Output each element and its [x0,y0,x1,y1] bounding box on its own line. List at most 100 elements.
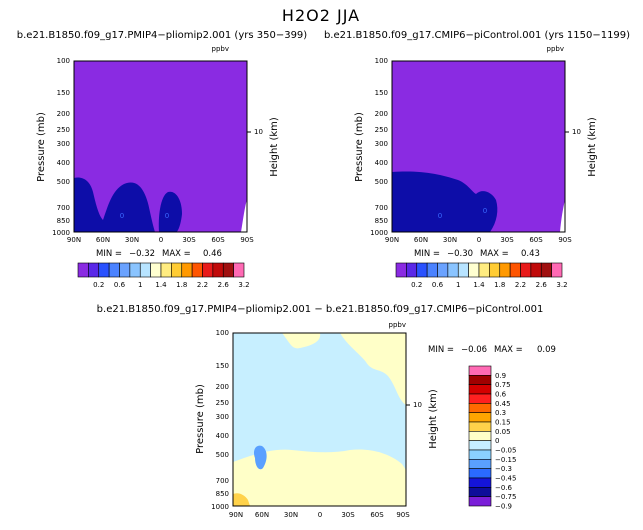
colorbar-label: −0.75 [495,493,516,501]
x-tick-label: 90S [396,511,410,519]
panel-1-stats: MIN = −0.32 MAX = 0.46 [96,249,222,259]
colorbar-swatch [191,262,203,278]
x-tick-label: 30S [182,236,196,244]
colorbar-label: 1.8 [176,281,187,289]
panel-1-contour-label-2: 0 [165,212,169,220]
x-tick-label: 90N [229,511,243,519]
colorbar-swatch [212,262,224,278]
y-tick-label: 200 [57,110,70,118]
colorbar-swatch [468,384,492,395]
colorbar-label: 1 [138,281,142,289]
x-tick-label: 30N [443,236,457,244]
colorbar-swatch [395,262,407,278]
y-tick-label: 250 [57,126,70,134]
x-tick-label: 60S [211,236,225,244]
x-tick-label: 90S [558,236,572,244]
x-tick-label: 90N [67,236,81,244]
panel-3-xticks: 90N 60N 30N 0 30S 60S 90S [229,511,410,519]
panel-1: b.e21.B1850.f09_g17.PMIP4−pliomip2.001 (… [17,30,308,289]
panel-2-frame [391,60,566,233]
y-tick-label: 850 [216,490,229,498]
y-tick-label: 150 [57,89,70,97]
colorbar-swatch [139,262,151,278]
colorbar-label: 0.3 [495,409,506,417]
colorbar-swatch [520,262,532,278]
x-tick-label: 90S [240,236,254,244]
panel-3-max-value: 0.09 [537,345,556,355]
colorbar-swatch [468,393,492,404]
y-tick-label: 100 [216,329,229,337]
x-tick-label: 0 [159,236,163,244]
y-tick-label: 700 [375,204,388,212]
colorbar-label: 0.75 [495,381,511,389]
y-tick-label: 300 [375,140,388,148]
colorbar-swatch [233,262,245,278]
y-tick-label: 850 [57,217,70,225]
colorbar-label: 2.6 [536,281,548,289]
y-tick-label: 250 [216,399,229,407]
colorbar-swatch [119,262,131,278]
y-tick-label: 250 [375,126,388,134]
panel-2-stats: MIN = −0.30 MAX = 0.43 [414,249,540,259]
colorbar-label: 0.45 [495,400,511,408]
panel-2-low-region [392,171,498,232]
panel-3-min-value: −0.06 [461,345,487,355]
colorbar-label: 0.9 [495,372,506,380]
x-tick-label: 30S [500,236,514,244]
panel-3-stats: MIN = −0.06 MAX = 0.09 [428,345,556,355]
y-tick-label: 500 [216,451,229,459]
panel-3-ylabel-right: Height (km) [428,389,439,449]
panel-3-yticks: 100 150 200 250 300 400 500 700 850 1000 [211,329,229,511]
x-tick-label: 60S [370,511,384,519]
panel-2-xticks: 90N 60N 30N 0 30S 60S 90S [385,236,572,244]
panel-2-units: ppbv [547,45,564,53]
colorbar-label: 3.2 [556,281,567,289]
colorbar-swatch [468,487,492,497]
panel-2-max-label: MAX = [480,249,509,259]
colorbar-swatch [129,262,141,278]
colorbar-label: 0.2 [93,281,104,289]
colorbar-swatch [160,262,172,278]
panel-1-max-value: 0.46 [203,249,222,259]
panel-2-min-value: −0.30 [447,249,473,259]
y-tick-label: 200 [375,110,388,118]
panel-1-surface-gap [241,200,247,232]
colorbar-swatch [468,262,480,278]
y-tick-label: 150 [375,89,388,97]
panel-1-low-region-2 [158,191,182,232]
panel-2-contour-label-2: 0 [483,207,487,215]
x-tick-label: 60N [255,511,269,519]
x-tick-label: 30N [284,511,298,519]
x-tick-label: 60N [414,236,428,244]
colorbar-label: −0.3 [495,465,512,473]
panel-2-surface-gap [560,200,565,232]
colorbar-swatch [468,365,492,376]
colorbar-swatch [202,262,214,278]
panel-1-ylabel-right: Height (km) [269,117,280,177]
colorbar-label: −0.15 [495,456,516,464]
colorbar-swatch [468,440,492,451]
panel-1-field [74,61,247,232]
colorbar-swatch [540,262,552,278]
panel-3: b.e21.B1850.f09_g17.PMIP4−pliomip2.001 −… [97,304,556,519]
colorbar-swatch [499,262,511,278]
colorbar-label: 1.4 [155,281,167,289]
panel-3-title: b.e21.B1850.f09_g17.PMIP4−pliomip2.001 −… [97,304,544,315]
panel-1-units: ppbv [212,45,229,53]
panel-2-ylabel: Pressure (mb) [354,112,365,182]
x-tick-label: 30S [341,511,355,519]
colorbar-label: 0.2 [411,281,422,289]
colorbar-swatch [457,262,469,278]
panel-1-contour-label: 0 [120,212,124,220]
colorbar-swatch [509,262,521,278]
colorbar-swatch [447,262,459,278]
colorbar-swatch [468,449,492,460]
panel-1-colorbar-labels: 0.2 0.6 1 1.4 1.8 2.2 2.6 3.2 [93,281,249,289]
panel-2-min-label: MIN = [414,249,440,259]
panel-2-colorbar [395,262,563,278]
colorbar-label: 2.2 [197,281,208,289]
main-title: H2O2 JJA [282,6,360,25]
colorbar-label: 0.6 [495,391,507,399]
x-tick-label: 60S [529,236,543,244]
y-tick-label: 1000 [211,503,229,511]
